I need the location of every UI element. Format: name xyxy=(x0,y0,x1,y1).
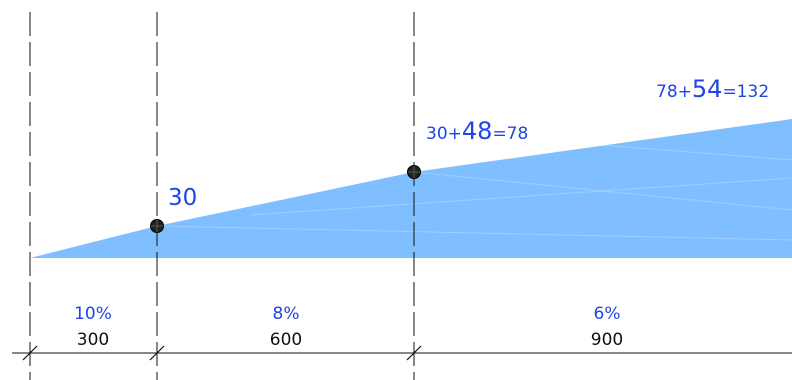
segment-length-2: 900 xyxy=(591,330,623,350)
fill-streaks xyxy=(159,144,792,241)
segment-length-1: 600 xyxy=(270,330,302,350)
elevation-label-1: 30 xyxy=(168,185,197,211)
segment-percent-0: 10% xyxy=(74,304,112,324)
profile-area xyxy=(30,119,792,258)
tick-0 xyxy=(22,345,38,361)
tick-2 xyxy=(406,345,422,361)
break-point-2 xyxy=(407,165,421,179)
break-point-1 xyxy=(150,219,164,233)
vertical-guides xyxy=(29,12,415,380)
elevation-label-2: 30+48=78 xyxy=(426,117,528,145)
segment-percent-1: 8% xyxy=(273,304,300,324)
segment-length-0: 300 xyxy=(77,330,109,350)
elevation-label-3: 78+54=132 xyxy=(656,75,769,103)
tick-1 xyxy=(149,345,165,361)
segment-percent-2: 6% xyxy=(594,304,621,324)
dimension-ticks xyxy=(22,345,422,361)
